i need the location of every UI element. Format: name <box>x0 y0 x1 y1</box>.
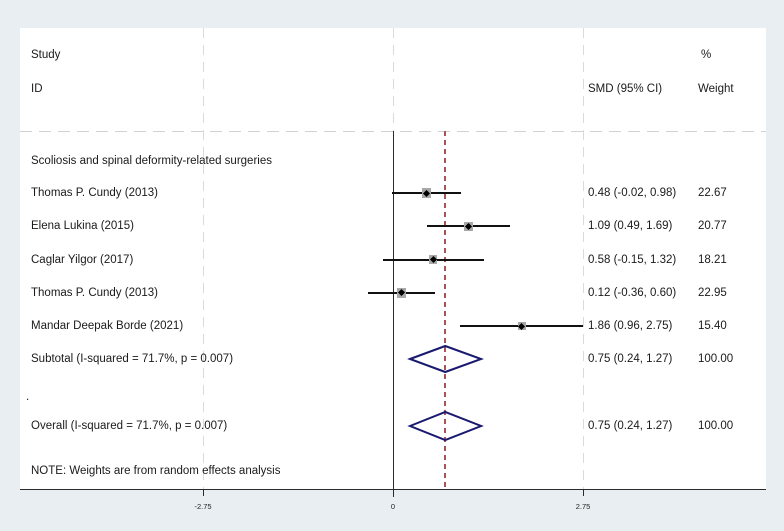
overall-effect-dashed-line <box>444 131 446 490</box>
study-id-label: Thomas P. Cundy (2013) <box>31 286 158 299</box>
smd-ci-value: 1.86 (0.96, 2.75) <box>588 320 673 333</box>
column-header-id: ID <box>31 83 43 95</box>
subtotal-label: Subtotal (I-squared = 71.7%, p = 0.007) <box>31 352 234 365</box>
x-tick-right <box>582 490 584 496</box>
column-header-smd-ci: SMD (95% CI) <box>588 83 663 95</box>
subtotal-diamond <box>406 344 484 373</box>
weight-value: 22.95 <box>698 286 727 299</box>
smd-ci-value: 0.48 (-0.02, 0.98) <box>588 187 677 199</box>
gridline-left <box>203 28 204 490</box>
x-tick-left <box>202 490 204 496</box>
spacer-dot: . <box>26 391 30 403</box>
gridline-right <box>583 28 584 490</box>
study-id-label: Mandar Deepak Borde (2021) <box>31 320 184 333</box>
weight-value: 22.67 <box>698 187 727 199</box>
weight-value: 15.40 <box>698 320 727 333</box>
zero-axis-line <box>392 131 394 497</box>
weight-value: 20.77 <box>698 220 727 233</box>
x-tick-label-zero: 0 <box>390 502 396 511</box>
column-header-percent: % <box>701 49 712 61</box>
study-id-label: Caglar Yilgor (2017) <box>31 253 134 266</box>
smd-ci-value: 0.58 (-0.15, 1.32) <box>588 253 677 266</box>
subtotal-weight-value: 100.00 <box>698 352 734 365</box>
column-header-weight: Weight <box>698 83 734 95</box>
note-text: NOTE: Weights are from random effects an… <box>31 465 281 477</box>
subtotal-smd-ci-value: 0.75 (0.24, 1.27) <box>588 352 673 365</box>
group-label: Scoliosis and spinal deformity-related s… <box>31 155 272 167</box>
x-axis-line <box>20 488 766 490</box>
smd-ci-value: 1.09 (0.49, 1.69) <box>588 220 673 233</box>
x-tick-label-neg: -2.75 <box>194 502 212 511</box>
weight-value: 18.21 <box>698 253 727 266</box>
overall-weight-value: 100.00 <box>698 419 734 432</box>
overall-label: Overall (I-squared = 71.7%, p = 0.007) <box>31 419 228 432</box>
overall-diamond <box>407 410 484 441</box>
smd-ci-value: 0.12 (-0.36, 0.60) <box>588 286 677 299</box>
x-tick-label-pos: 2.75 <box>575 502 591 511</box>
overall-smd-ci-value: 0.75 (0.24, 1.27) <box>588 419 673 432</box>
study-id-label: Elena Lukina (2015) <box>31 220 134 233</box>
study-id-label: Thomas P. Cundy (2013) <box>31 187 158 199</box>
column-header-study: Study <box>31 49 61 61</box>
